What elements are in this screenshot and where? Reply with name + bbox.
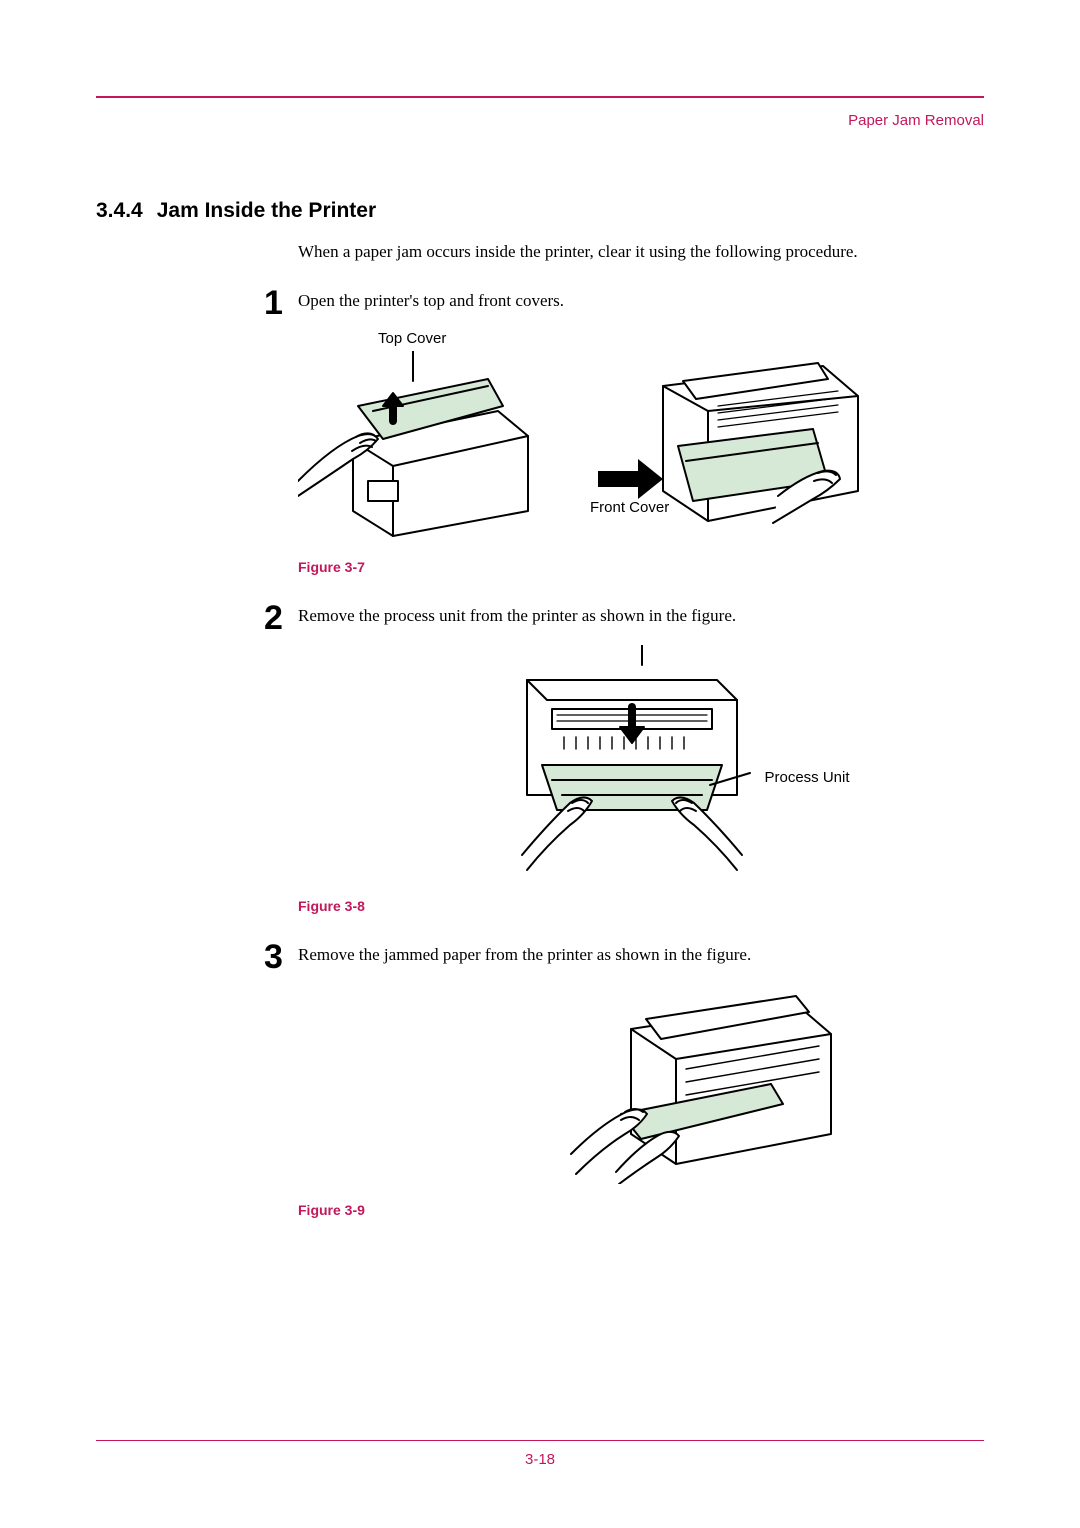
running-header: Paper Jam Removal <box>96 112 984 129</box>
diagram-remove-jammed-paper <box>561 984 841 1184</box>
callout-front-cover: Front Cover <box>590 499 669 516</box>
page-number: 3-18 <box>96 1451 984 1468</box>
diagram-open-front-cover: Front Cover <box>568 351 868 541</box>
diagram-remove-process-unit <box>492 645 752 880</box>
figure-caption: Figure 3-9 <box>298 1202 984 1218</box>
step-number: 1 <box>264 286 298 320</box>
page-footer: 3-18 <box>96 1440 984 1468</box>
step-number: 3 <box>264 940 298 974</box>
step-text: Remove the jammed paper from the printer… <box>298 940 938 974</box>
step: 1 Open the printer's top and front cover… <box>264 286 984 320</box>
figure-caption: Figure 3-8 <box>298 898 984 914</box>
step-number: 2 <box>264 601 298 635</box>
step-text: Open the printer's top and front covers. <box>298 286 938 320</box>
step: 2 Remove the process unit from the print… <box>264 601 984 635</box>
figure-area: Figure 3-9 <box>298 984 984 1218</box>
step: 3 Remove the jammed paper from the print… <box>264 940 984 974</box>
figure-area: Process Unit Figure 3-8 <box>298 645 984 914</box>
manual-page: Paper Jam Removal 3.4.4 Jam Inside the Pr… <box>0 0 1080 1528</box>
figure-area: Top Cover <box>298 330 984 575</box>
figure-caption: Figure 3-7 <box>298 559 984 575</box>
section-title: Jam Inside the Printer <box>157 199 376 222</box>
step-text: Remove the process unit from the printer… <box>298 601 938 635</box>
callout-top-cover: Top Cover <box>378 330 984 347</box>
footer-rule <box>96 1440 984 1441</box>
diagram-open-top-cover <box>298 351 538 541</box>
header-rule <box>96 96 984 98</box>
section-number: 3.4.4 <box>96 199 143 223</box>
intro-text: When a paper jam occurs inside the print… <box>298 241 938 264</box>
section-heading: 3.4.4 Jam Inside the Printer <box>96 199 984 223</box>
callout-process-unit: Process Unit <box>764 769 849 786</box>
